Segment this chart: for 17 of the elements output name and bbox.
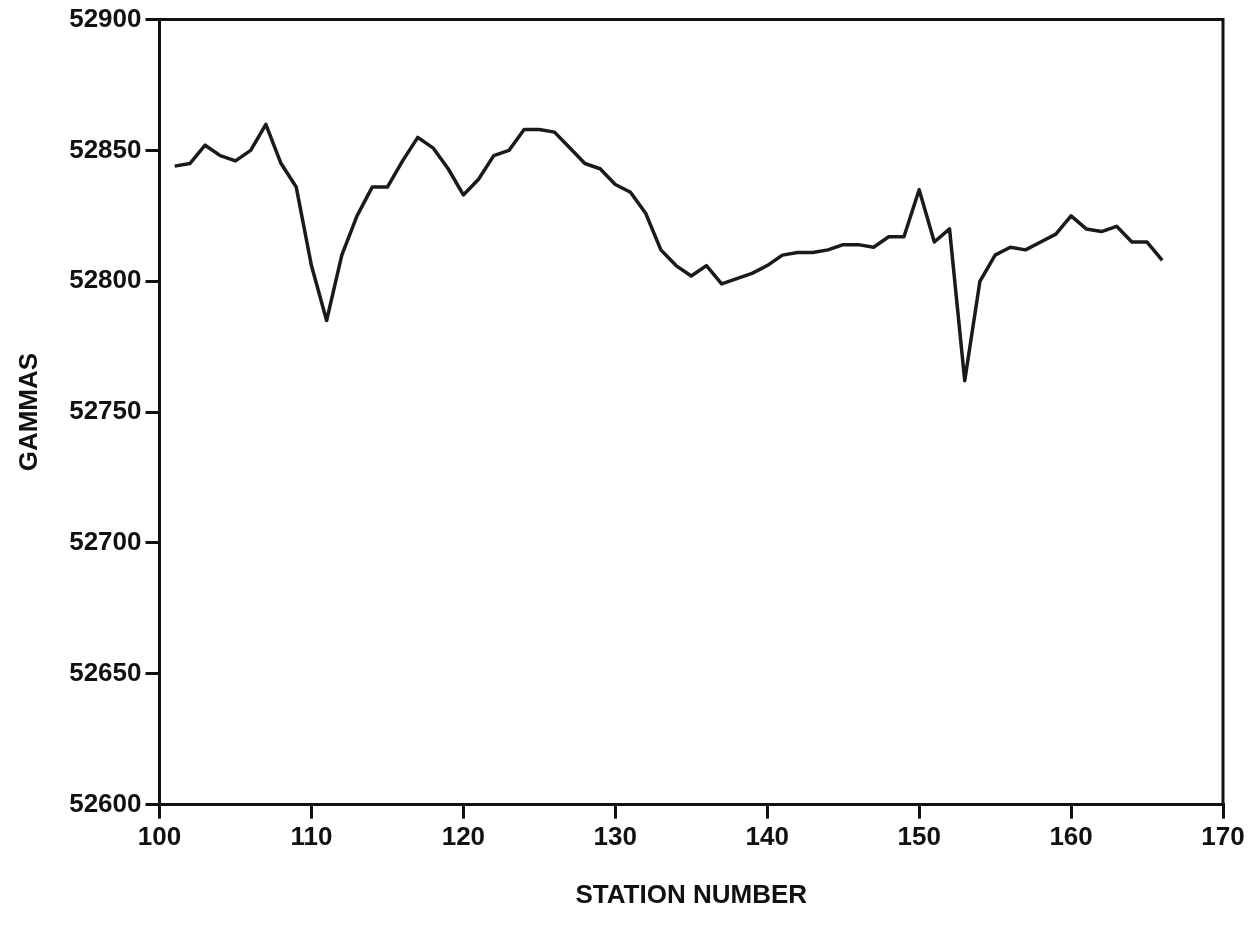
y-tick-label: 52650 [69,656,142,687]
y-tick-label: 52800 [69,264,142,295]
y-tick-label: 52900 [69,2,142,33]
x-axis-title: STATION NUMBER [575,878,808,909]
y-tick-label: 52700 [69,526,142,557]
y-axis-title: GAMMAS [12,352,43,472]
y-tick-label: 52850 [69,133,142,164]
x-tick-label: 160 [1049,821,1093,852]
y-tick-label: 52600 [69,787,142,818]
x-tick-label: 150 [897,821,941,852]
x-tick-label: 100 [137,821,182,852]
x-tick-label: 170 [1201,821,1245,852]
x-tick-label: 120 [441,821,486,852]
x-tick-label: 130 [593,821,637,852]
x-tick-label: 110 [290,821,333,852]
y-tick-label: 52750 [69,395,142,426]
x-tick-label: 140 [745,821,789,852]
